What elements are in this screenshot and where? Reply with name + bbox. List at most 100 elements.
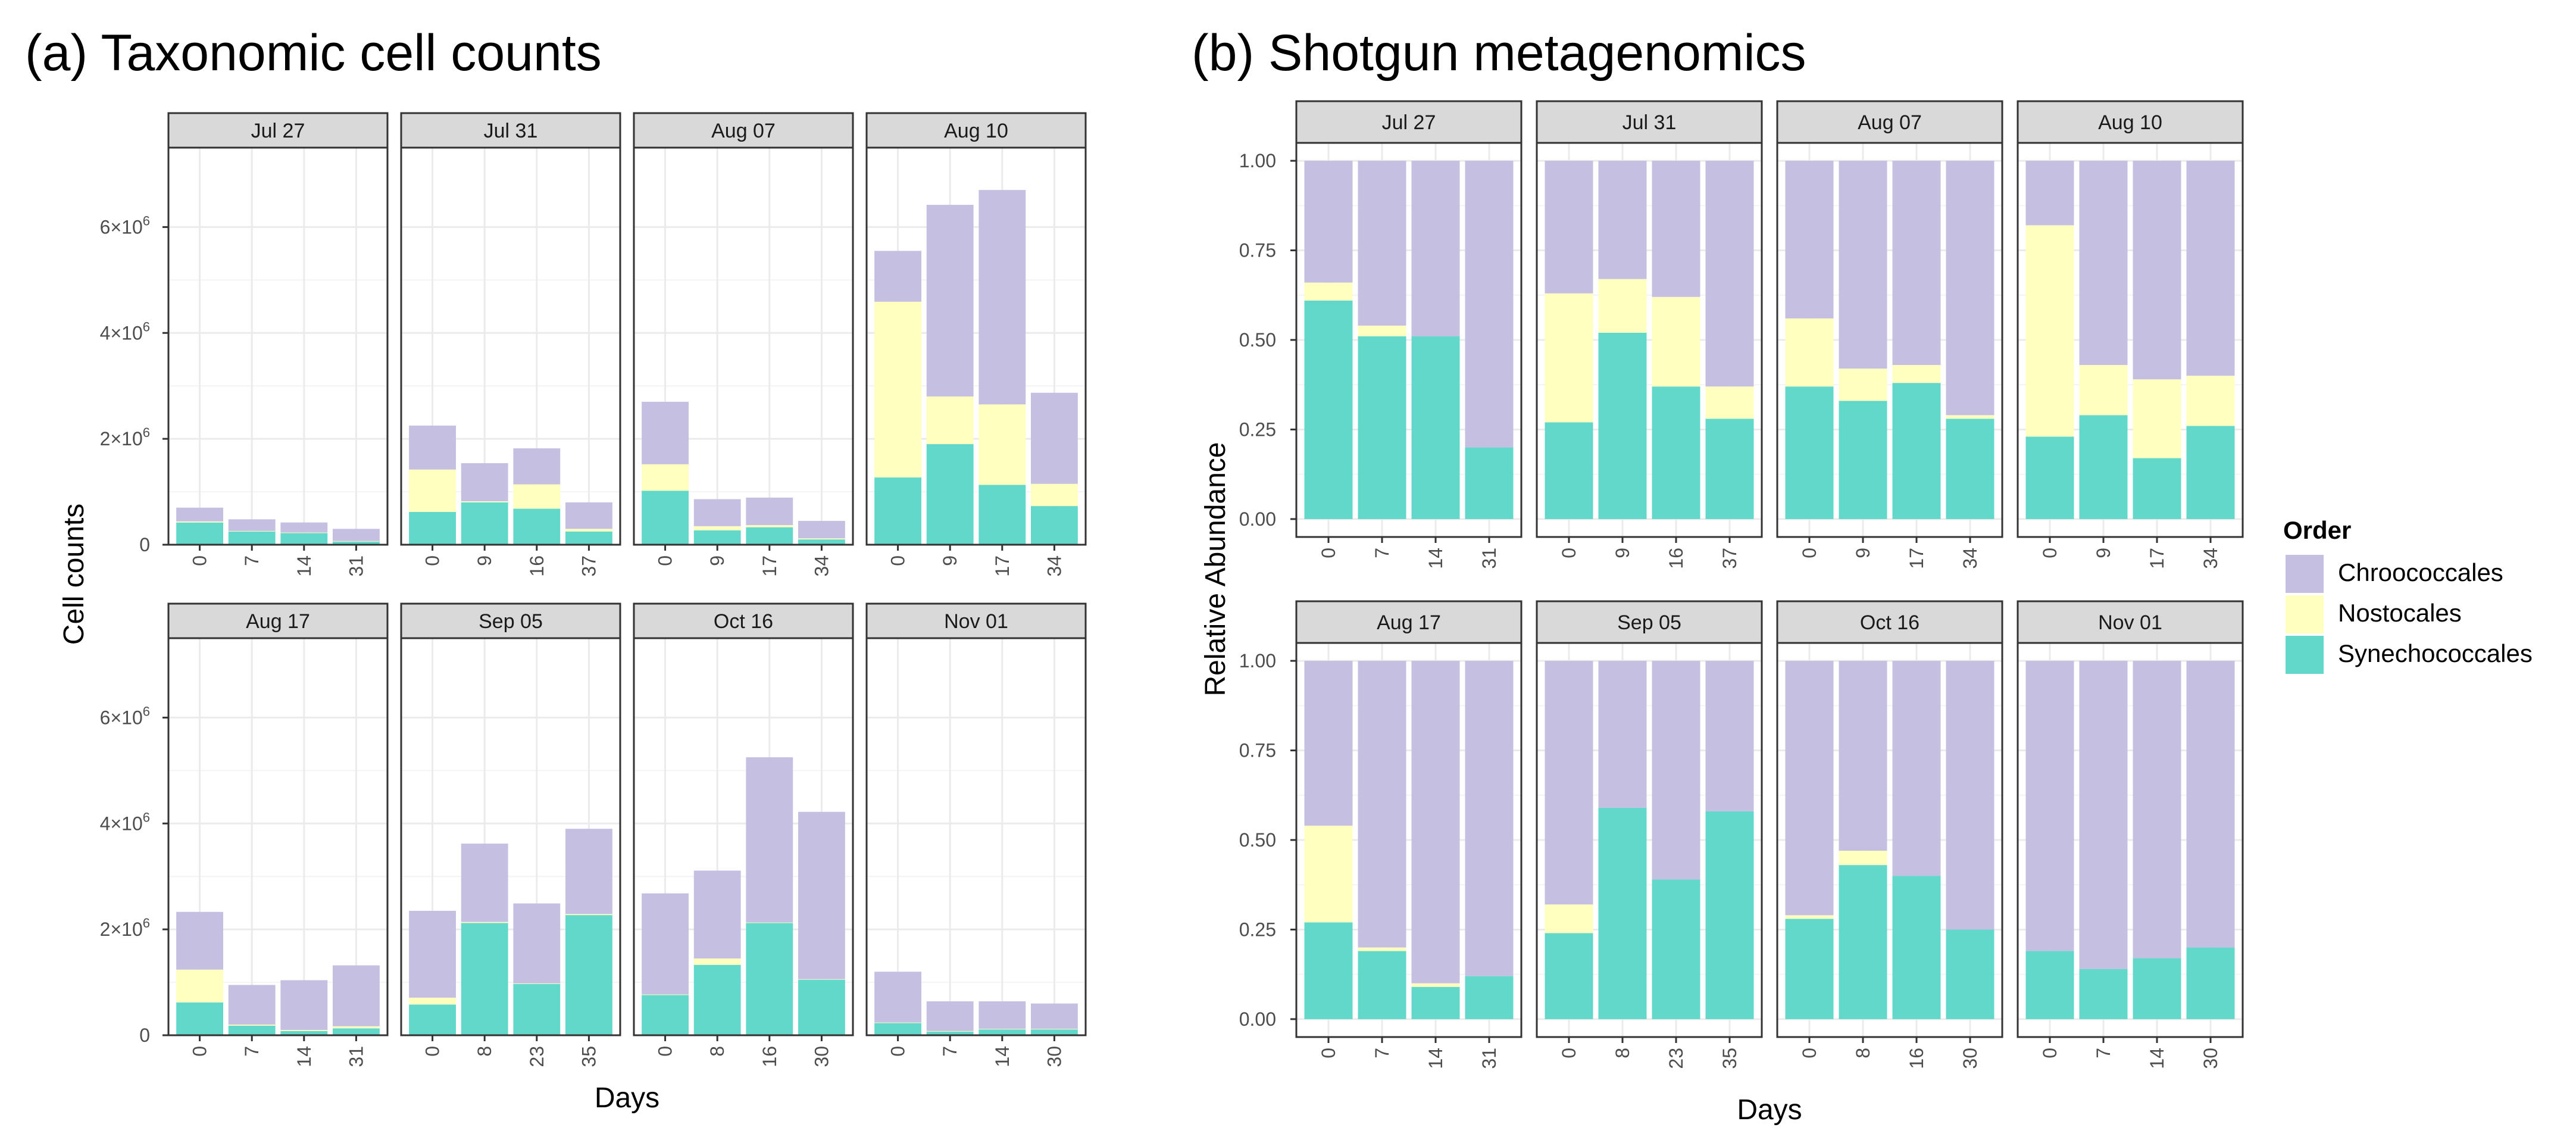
x-tick-label: 16 bbox=[1665, 548, 1687, 569]
chart-title: (a) Taxonomic cell counts bbox=[25, 24, 602, 82]
bar-synechococcales-aug-10-day-34 bbox=[1031, 506, 1078, 545]
bar-chroococcales-nov-01-day-7 bbox=[926, 1001, 974, 1031]
facet-strip bbox=[865, 602, 1087, 639]
bar-chroococcales-jul-27-day-31 bbox=[333, 529, 380, 541]
bar-synechococcales-sep-05-day-0 bbox=[1545, 933, 1593, 1019]
bar-synechococcales-aug-17-day-31 bbox=[1465, 976, 1514, 1019]
x-tick-label: 0 bbox=[655, 555, 676, 566]
y-tick-exponent: 6 bbox=[143, 319, 150, 334]
bar-chroococcales-jul-31-day-9 bbox=[461, 463, 508, 502]
bar-chroococcales-oct-16-day-30 bbox=[1946, 661, 1994, 930]
bar-nostocales-aug-17-day-14 bbox=[1411, 983, 1460, 987]
x-tick-label: 0 bbox=[422, 1046, 443, 1057]
x-axis-title: Days bbox=[1737, 1094, 1802, 1126]
y-axis-title: Cell counts bbox=[58, 504, 90, 645]
facet-panel-sep-05: Sep 05 0 8 23 35 bbox=[1536, 600, 1763, 1069]
x-tick-label: 30 bbox=[1043, 1046, 1065, 1067]
bar-synechococcales-oct-16-day-16 bbox=[746, 923, 793, 1035]
bar-chroococcales-aug-10-day-9 bbox=[926, 205, 974, 396]
facet-strip bbox=[633, 602, 854, 639]
facet-strip-label: Aug 10 bbox=[2098, 111, 2162, 134]
y-tick-label: 0.50 bbox=[1239, 829, 1276, 851]
x-tick-label: 0 bbox=[2039, 1048, 2061, 1058]
x-tick-label: 7 bbox=[2093, 1048, 2114, 1058]
bar-nostocales-aug-17-day-0 bbox=[176, 969, 223, 1003]
bar-synechococcales-jul-27-day-7 bbox=[1358, 336, 1406, 519]
legend-swatch-nostocales bbox=[2286, 595, 2324, 633]
bar-nostocales-jul-27-day-7 bbox=[1358, 325, 1406, 336]
bar-synechococcales-jul-27-day-14 bbox=[1411, 336, 1460, 519]
y-tick-label: 2×106 bbox=[100, 916, 150, 940]
bar-chroococcales-aug-10-day-34 bbox=[2186, 161, 2235, 376]
y-tick-exponent: 6 bbox=[143, 916, 150, 930]
bar-chroococcales-jul-27-day-7 bbox=[1358, 161, 1406, 326]
bar-synechococcales-aug-10-day-17 bbox=[978, 485, 1026, 545]
bar-synechococcales-aug-07-day-9 bbox=[693, 530, 741, 545]
panel-frame bbox=[1776, 142, 2003, 538]
bar-nostocales-aug-07-day-0 bbox=[1785, 318, 1834, 387]
bar-synechococcales-aug-07-day-34 bbox=[798, 539, 845, 545]
x-axis-title: Days bbox=[595, 1082, 659, 1114]
bar-nostocales-oct-16-day-30 bbox=[798, 979, 845, 980]
bar-chroococcales-sep-05-day-0 bbox=[409, 911, 456, 998]
legend-label-synechococcales: Synechococcales bbox=[2338, 639, 2533, 667]
bar-nostocales-sep-05-day-0 bbox=[1545, 904, 1593, 933]
facet-strip bbox=[865, 112, 1087, 149]
bar-chroococcales-jul-27-day-14 bbox=[1411, 161, 1460, 336]
facet-strip bbox=[2017, 600, 2244, 644]
facet-panel-aug-10: Aug 10 0 9 17 34 bbox=[2017, 100, 2244, 569]
bar-synechococcales-jul-27-day-0 bbox=[176, 522, 223, 545]
bar-chroococcales-aug-07-day-9 bbox=[1839, 161, 1887, 369]
bar-nostocales-oct-16-day-8 bbox=[1839, 851, 1887, 866]
x-tick-label: 14 bbox=[293, 555, 315, 577]
x-tick-label: 14 bbox=[1425, 1048, 1446, 1069]
bar-chroococcales-aug-07-day-17 bbox=[1892, 161, 1941, 366]
bar-synechococcales-oct-16-day-0 bbox=[1785, 919, 1834, 1019]
x-tick-label: 16 bbox=[759, 1046, 780, 1067]
bar-synechococcales-aug-10-day-34 bbox=[2186, 426, 2235, 519]
facet-strip-label: Aug 10 bbox=[944, 120, 1008, 142]
x-tick-label: 23 bbox=[526, 1046, 548, 1067]
bar-nostocales-aug-17-day-31 bbox=[333, 1026, 380, 1029]
x-tick-label: 35 bbox=[1719, 1048, 1740, 1069]
bar-chroococcales-oct-16-day-16 bbox=[1892, 661, 1941, 876]
x-tick-label: 8 bbox=[474, 1046, 495, 1057]
bar-nostocales-jul-31-day-9 bbox=[1598, 279, 1647, 333]
bar-synechococcales-jul-31-day-16 bbox=[513, 508, 561, 545]
bar-synechococcales-sep-05-day-8 bbox=[461, 923, 508, 1035]
x-tick-label: 17 bbox=[759, 555, 780, 577]
plot-background bbox=[867, 638, 1086, 1035]
y-tick-label: 0.00 bbox=[1239, 508, 1276, 530]
bar-synechococcales-oct-16-day-16 bbox=[1892, 876, 1941, 1019]
x-tick-label: 7 bbox=[939, 1046, 961, 1057]
bar-chroococcales-oct-16-day-8 bbox=[1839, 661, 1887, 851]
x-tick-label: 17 bbox=[2146, 548, 2168, 569]
bar-nostocales-aug-17-day-7 bbox=[228, 1025, 276, 1026]
bar-nostocales-aug-10-day-0 bbox=[874, 301, 921, 478]
x-tick-label: 34 bbox=[811, 555, 832, 577]
x-tick-label: 0 bbox=[655, 1046, 676, 1057]
bar-chroococcales-aug-10-day-34 bbox=[1031, 392, 1078, 484]
facet-strip-label: Nov 01 bbox=[944, 610, 1008, 633]
bar-chroococcales-aug-07-day-0 bbox=[1785, 161, 1834, 318]
facet-strip-label: Oct 16 bbox=[1860, 611, 1920, 634]
bar-chroococcales-aug-10-day-17 bbox=[978, 190, 1026, 405]
bar-nostocales-sep-05-day-35 bbox=[565, 914, 612, 916]
bar-synechococcales-jul-31-day-37 bbox=[1705, 419, 1754, 519]
y-tick-label: 1.00 bbox=[1239, 150, 1276, 171]
bar-chroococcales-aug-07-day-9 bbox=[693, 499, 741, 526]
x-tick-label: 9 bbox=[1612, 548, 1633, 558]
x-tick-label: 37 bbox=[578, 555, 599, 577]
y-tick-label: 4×106 bbox=[100, 319, 150, 343]
x-tick-label: 8 bbox=[1612, 1048, 1633, 1058]
bar-synechococcales-jul-31-day-16 bbox=[1652, 386, 1700, 519]
y-tick-label: 0 bbox=[139, 1025, 150, 1046]
x-tick-label: 37 bbox=[1719, 548, 1740, 569]
x-tick-label: 9 bbox=[1852, 548, 1874, 558]
x-tick-label: 0 bbox=[1799, 548, 1820, 558]
bar-synechococcales-aug-17-day-0 bbox=[1304, 922, 1353, 1019]
y-tick-label: 0.75 bbox=[1239, 740, 1276, 761]
facet-strip-label: Aug 07 bbox=[711, 120, 776, 142]
chart-a-cell-counts: (a) Taxonomic cell counts Jul 27 0 7 14 31 0 2×… bbox=[25, 24, 1087, 1114]
